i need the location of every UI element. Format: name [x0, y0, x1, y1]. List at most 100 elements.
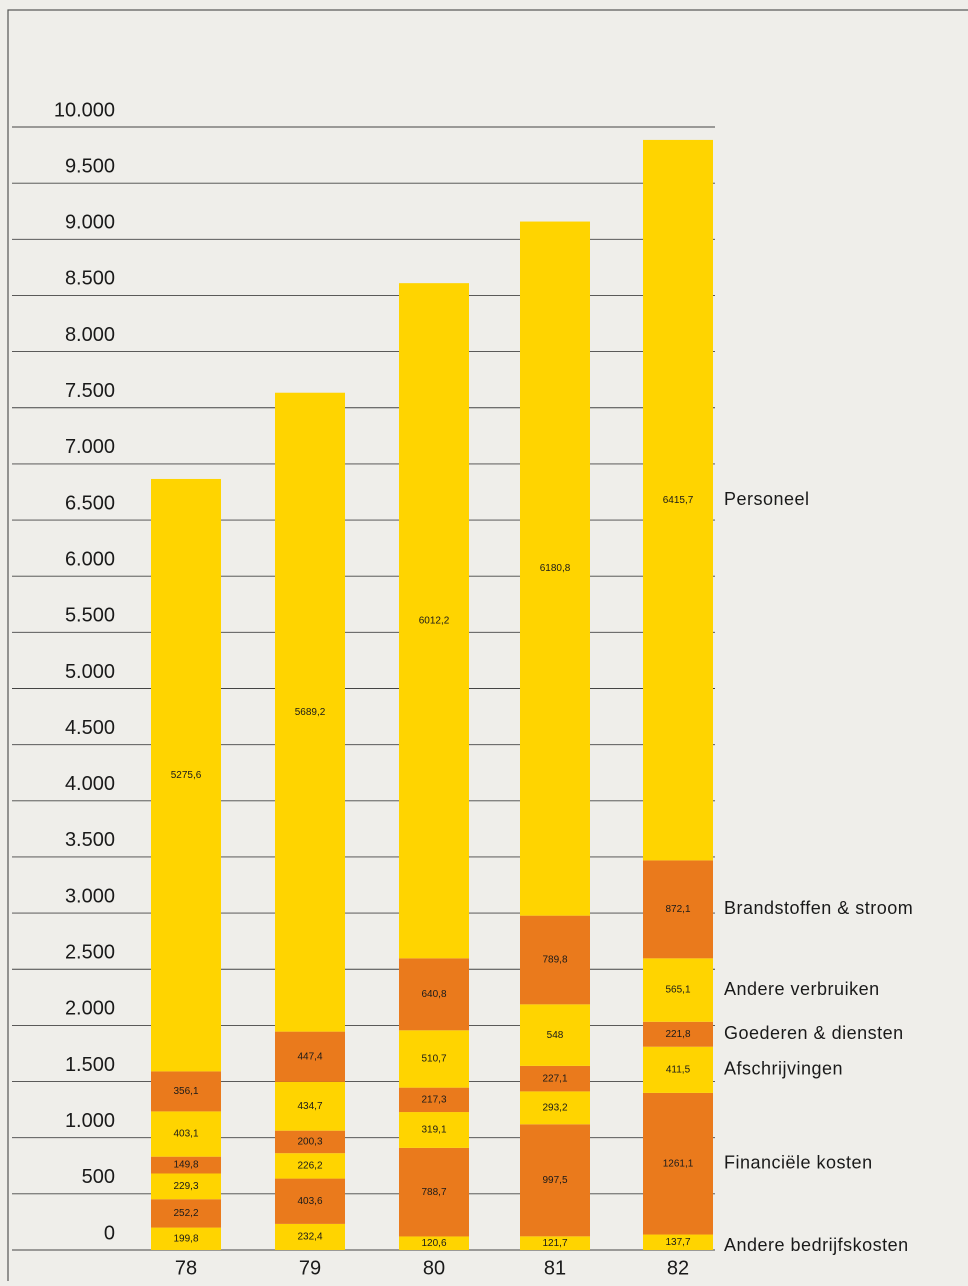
bar-segment: [520, 221, 590, 916]
value-label: 872,1: [665, 904, 690, 915]
bar-segment: [399, 283, 469, 959]
value-label: 356,1: [173, 1086, 198, 1097]
x-tick-label: 79: [299, 1257, 321, 1279]
legend-label: Andere verbruiken: [724, 979, 880, 999]
value-label: 434,7: [297, 1101, 322, 1112]
value-label: 789,8: [542, 955, 567, 966]
x-tick-label: 81: [544, 1257, 566, 1279]
y-tick-label: 7.500: [65, 380, 115, 402]
bar-segment: [520, 1004, 590, 1066]
bar-segment: [520, 1091, 590, 1125]
value-label: 548: [547, 1030, 564, 1041]
y-tick-label: 5.500: [65, 605, 115, 627]
bar-segment: [643, 1092, 713, 1235]
bar-segment: [520, 1065, 590, 1092]
value-label: 5689,2: [295, 707, 326, 718]
bar-segment: [399, 958, 469, 1031]
x-tick-label: 78: [175, 1257, 197, 1279]
value-label: 229,3: [173, 1181, 198, 1192]
bar-segment: [643, 958, 713, 1022]
bar-segment: [151, 1199, 221, 1228]
value-label: 5275,6: [171, 770, 202, 781]
y-tick-label: 2.500: [65, 942, 115, 964]
value-label: 403,1: [173, 1129, 198, 1140]
legend-label: Financiële kosten: [724, 1152, 873, 1172]
y-tick-label: 1.000: [65, 1110, 115, 1132]
legend-label: Afschrijvingen: [724, 1059, 843, 1079]
value-label: 221,8: [665, 1029, 690, 1040]
bar-segment: [399, 1147, 469, 1237]
y-tick-label: 6.500: [65, 492, 115, 514]
y-tick-label: 3.500: [65, 829, 115, 851]
bar-segment: [275, 1130, 345, 1154]
bar-segment: [151, 1111, 221, 1157]
value-label: 226,2: [297, 1161, 322, 1172]
value-label: 217,3: [421, 1094, 446, 1105]
bar-segment: [151, 1227, 221, 1250]
value-label: 997,5: [542, 1175, 567, 1186]
legend-label: Goederen & diensten: [724, 1023, 904, 1043]
value-label: 6012,2: [419, 615, 450, 626]
bar-segment: [399, 1087, 469, 1113]
bar-segment: [399, 1112, 469, 1148]
y-tick-label: 2.000: [65, 998, 115, 1020]
value-label: 319,1: [421, 1125, 446, 1136]
value-label: 640,8: [421, 989, 446, 1000]
value-label: 447,4: [297, 1051, 322, 1062]
value-label: 411,5: [666, 1064, 691, 1075]
bar-segment: [151, 1071, 221, 1112]
bar-segment: [643, 139, 713, 861]
value-label: 6180,8: [540, 563, 571, 574]
y-tick-label: 9.500: [65, 155, 115, 177]
bar-segment: [643, 860, 713, 959]
bar-segment: [151, 1156, 221, 1174]
value-label: 137,7: [665, 1237, 690, 1248]
x-tick-label: 82: [667, 1257, 689, 1279]
frame: [7, 9, 968, 1286]
bar-segment: [399, 1030, 469, 1088]
value-label: 6415,7: [663, 495, 694, 506]
value-label: 232,4: [297, 1232, 322, 1243]
value-label: 403,6: [297, 1196, 322, 1207]
bar-segment: [275, 1223, 345, 1250]
y-tick-label: 500: [82, 1166, 115, 1188]
bar-segment: [275, 392, 345, 1032]
bar-segment: [643, 1021, 713, 1047]
y-tick-label: 1.500: [65, 1054, 115, 1076]
bar-segment: [275, 1081, 345, 1131]
legend-label: Personeel: [724, 489, 810, 509]
bar-segment: [151, 478, 221, 1072]
y-tick-label: 8.000: [65, 324, 115, 346]
y-tick-label: 3.000: [65, 885, 115, 907]
bar-segment: [151, 1173, 221, 1200]
value-label: 149,8: [173, 1160, 198, 1171]
value-label: 565,1: [665, 985, 690, 996]
bar-segment: [275, 1178, 345, 1224]
bar-segment: [643, 1234, 713, 1250]
y-tick-label: 9.000: [65, 212, 115, 234]
value-label: 252,2: [173, 1208, 198, 1219]
bar-segment: [520, 1236, 590, 1250]
value-label: 1261,1: [663, 1158, 694, 1169]
bar-segment: [275, 1153, 345, 1179]
value-label: 200,3: [297, 1137, 322, 1148]
value-label: 510,7: [421, 1054, 446, 1065]
value-label: 788,7: [421, 1187, 446, 1198]
bar-segment: [399, 1236, 469, 1250]
value-label: 120,6: [421, 1238, 446, 1249]
bar-segment: [520, 915, 590, 1005]
y-tick-label: 8.500: [65, 268, 115, 290]
y-tick-label: 4.500: [65, 717, 115, 739]
legend-label: Brandstoffen & stroom: [724, 898, 913, 918]
value-label: 293,2: [542, 1102, 567, 1113]
value-label: 121,7: [542, 1238, 567, 1249]
y-tick-label: 6.000: [65, 548, 115, 570]
y-tick-label: 0: [104, 1222, 115, 1244]
value-label: 227,1: [542, 1073, 567, 1084]
y-tick-label: 5.000: [65, 661, 115, 683]
y-tick-label: 10.000: [54, 99, 115, 121]
value-label: 199,8: [173, 1233, 198, 1244]
x-tick-label: 80: [423, 1257, 445, 1279]
